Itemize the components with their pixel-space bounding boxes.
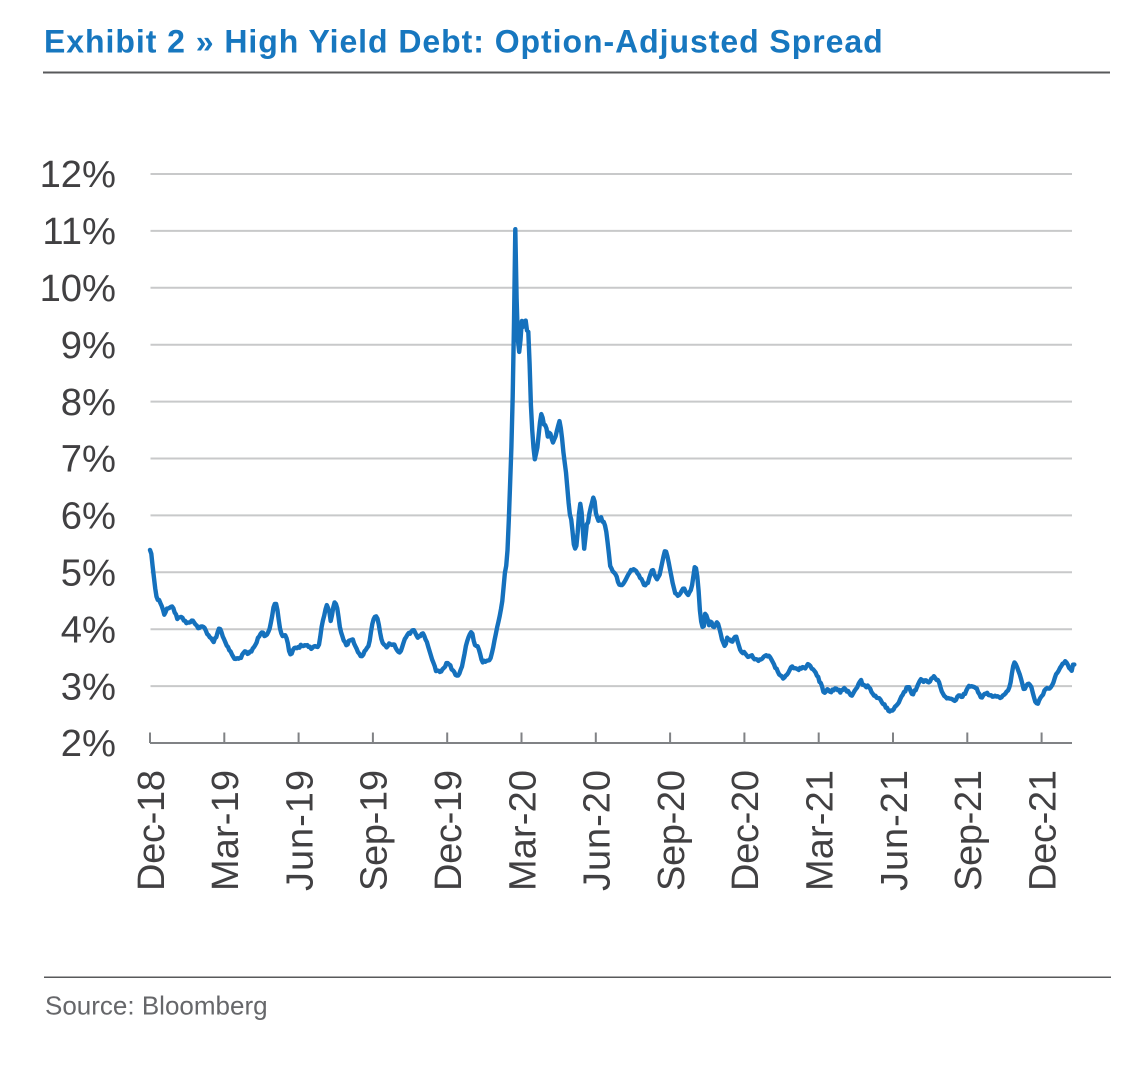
svg-text:Mar-20: Mar-20 xyxy=(502,770,544,891)
svg-text:Exhibit 2 » High Yield Debt: O: Exhibit 2 » High Yield Debt: Option-Adju… xyxy=(44,24,884,60)
svg-text:Dec-19: Dec-19 xyxy=(428,770,470,891)
svg-text:Jun-20: Jun-20 xyxy=(577,770,619,891)
svg-text:Dec-20: Dec-20 xyxy=(725,770,767,891)
svg-text:Mar-21: Mar-21 xyxy=(800,770,842,891)
svg-text:Jun-21: Jun-21 xyxy=(874,770,916,891)
svg-text:Dec-18: Dec-18 xyxy=(131,770,173,891)
svg-text:7%: 7% xyxy=(61,438,116,481)
svg-text:Sep-19: Sep-19 xyxy=(354,770,396,891)
svg-text:10%: 10% xyxy=(40,267,116,310)
svg-text:3%: 3% xyxy=(61,665,116,708)
svg-text:2%: 2% xyxy=(61,722,116,765)
svg-text:Sep-21: Sep-21 xyxy=(948,770,990,891)
svg-text:Mar-19: Mar-19 xyxy=(205,770,247,891)
svg-text:Sep-20: Sep-20 xyxy=(651,770,693,891)
svg-text:12%: 12% xyxy=(40,153,116,196)
svg-text:Dec-21: Dec-21 xyxy=(1022,770,1064,891)
svg-text:Jun-19: Jun-19 xyxy=(279,770,321,891)
svg-text:4%: 4% xyxy=(61,608,116,651)
svg-text:11%: 11% xyxy=(42,210,116,253)
svg-text:8%: 8% xyxy=(61,381,116,424)
svg-text:5%: 5% xyxy=(61,552,116,595)
svg-text:9%: 9% xyxy=(61,324,116,367)
svg-text:6%: 6% xyxy=(61,495,116,538)
svg-text:Source: Bloomberg: Source: Bloomberg xyxy=(45,991,268,1021)
